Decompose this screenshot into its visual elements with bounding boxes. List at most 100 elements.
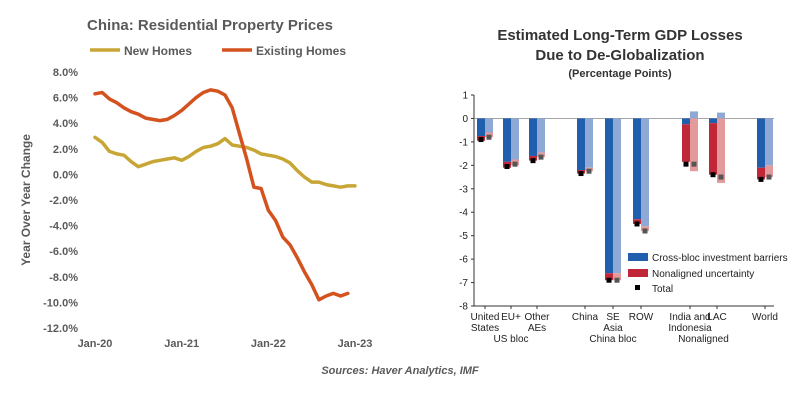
legend-label-cross-bloc: Cross-bloc investment barriers: [652, 253, 788, 264]
legend-marker-total: [635, 285, 640, 290]
right-y-tick-label: 1: [462, 91, 468, 102]
right-y-tick-label: -4: [459, 208, 468, 219]
category-label: States: [471, 323, 499, 334]
bar-cross-bloc: [605, 118, 613, 274]
left-chart-title: China: Residential Property Prices: [87, 17, 333, 34]
bar-nonaligned: [613, 273, 621, 281]
right-y-tick-label: -6: [459, 255, 468, 266]
category-label: ROW: [629, 312, 654, 323]
group-label: Nonaligned: [678, 334, 729, 345]
category-label: United: [471, 312, 500, 323]
bar-nonaligned: [717, 118, 725, 183]
right-y-tick-label: -8: [459, 302, 468, 313]
marker-total: [758, 176, 764, 182]
marker-total: [614, 277, 620, 283]
marker-total: [504, 164, 510, 170]
left-y-tick-label: 6.0%: [53, 93, 78, 105]
bar-cross-bloc: [585, 118, 593, 168]
marker-total: [512, 161, 518, 167]
bar-cross-bloc: [717, 112, 725, 119]
left-y-tick-label: 8.0%: [53, 67, 78, 79]
bar-cross-bloc: [690, 111, 698, 119]
marker-total: [766, 174, 772, 180]
left-x-tick-label: Jan-23: [338, 338, 373, 350]
right-y-tick-label: -1: [459, 137, 468, 148]
legend-label-existing-homes: Existing Homes: [256, 44, 346, 58]
bar-cross-bloc: [633, 118, 641, 220]
marker-total: [586, 168, 592, 174]
right-y-tick-label: -2: [459, 161, 468, 172]
right-y-tick-label: -5: [459, 231, 468, 242]
right-y-tick-label: 0: [462, 114, 468, 125]
gdp-loss-chart: Estimated Long-Term GDP Losses Due to De…: [459, 27, 788, 345]
bar-cross-bloc: [477, 118, 485, 137]
right-chart-title-line-1: Estimated Long-Term GDP Losses: [497, 27, 742, 44]
bar-nonaligned: [682, 124, 690, 162]
left-series-lines: [93, 88, 357, 302]
marker-total: [691, 161, 697, 167]
legend-label-new-homes: New Homes: [124, 44, 192, 58]
left-y-tick-label: -8.0%: [49, 272, 78, 284]
category-label: India and: [669, 312, 710, 323]
left-legend: New Homes Existing Homes: [90, 44, 346, 58]
bar-cross-bloc: [641, 118, 649, 227]
left-y-tick-label: 4.0%: [53, 118, 78, 130]
right-y-tick-label: -3: [459, 184, 468, 195]
bar-cross-bloc: [485, 118, 493, 133]
left-y-ticks: 8.0% 6.0% 4.0% 2.0% 0.0% -2.0% -4.0% -6.0% -8.0%…: [43, 67, 78, 335]
right-axes: 1 0 -1 -2 -3 -4 -5 -6 -7 -8: [459, 91, 774, 313]
right-chart-subtitle: (Percentage Points): [568, 68, 672, 80]
marker-total: [478, 137, 484, 143]
left-x-tick-label: Jan-21: [164, 338, 199, 350]
marker-total: [606, 277, 612, 283]
bar-nonaligned: [690, 118, 698, 172]
marker-total: [486, 134, 492, 140]
bar-cross-bloc: [709, 118, 717, 124]
series-line-new-homes: [93, 135, 357, 189]
left-y-axis-label: Year Over Year Change: [19, 134, 33, 266]
marker-total: [718, 174, 724, 180]
bar-nonaligned: [605, 273, 613, 281]
marker-total: [710, 172, 716, 178]
bar-cross-bloc: [682, 118, 690, 125]
category-label: Indonesia: [668, 323, 712, 334]
legend-swatch-cross-bloc: [628, 253, 648, 261]
bar-cross-bloc: [577, 118, 585, 171]
category-label: China: [572, 312, 599, 323]
group-label: China bloc: [589, 334, 636, 345]
bar-nonaligned: [709, 123, 717, 175]
left-y-tick-label: -4.0%: [49, 221, 78, 233]
legend-swatch-nonaligned: [628, 269, 648, 277]
category-label: SE: [606, 312, 620, 323]
left-y-tick-label: -6.0%: [49, 246, 78, 258]
bar-cross-bloc: [511, 118, 519, 160]
bar-nonaligned: [757, 167, 765, 180]
group-label: US bloc: [493, 334, 528, 345]
left-x-ticks: Jan-20 Jan-21 Jan-22 Jan-23: [78, 338, 373, 350]
category-label: Other: [524, 312, 550, 323]
bar-cross-bloc: [537, 118, 545, 153]
left-y-tick-label: -10.0%: [43, 297, 78, 309]
marker-total: [683, 161, 689, 167]
category-label: LAC: [707, 312, 726, 323]
left-y-tick-label: -12.0%: [43, 323, 78, 335]
bar-cross-bloc: [757, 118, 765, 168]
category-label: AEs: [528, 323, 546, 334]
marker-total: [634, 221, 640, 227]
left-x-tick-label: Jan-20: [78, 338, 113, 350]
category-label: World: [752, 312, 778, 323]
category-label: EU+: [501, 312, 521, 323]
bar-cross-bloc: [529, 118, 537, 156]
source-note: Sources: Haver Analytics, IMF: [321, 365, 479, 377]
left-y-tick-label: 2.0%: [53, 144, 78, 156]
bar-cross-bloc: [503, 118, 511, 162]
bar-cross-bloc: [613, 118, 621, 274]
marker-total: [538, 154, 544, 160]
category-label: Asia: [603, 323, 623, 334]
marker-total: [578, 171, 584, 177]
right-bars: [477, 111, 773, 283]
right-legend: Cross-bloc investment barriers Nonaligne…: [628, 253, 788, 295]
legend-label-nonaligned: Nonaligned uncertainty: [652, 269, 754, 280]
